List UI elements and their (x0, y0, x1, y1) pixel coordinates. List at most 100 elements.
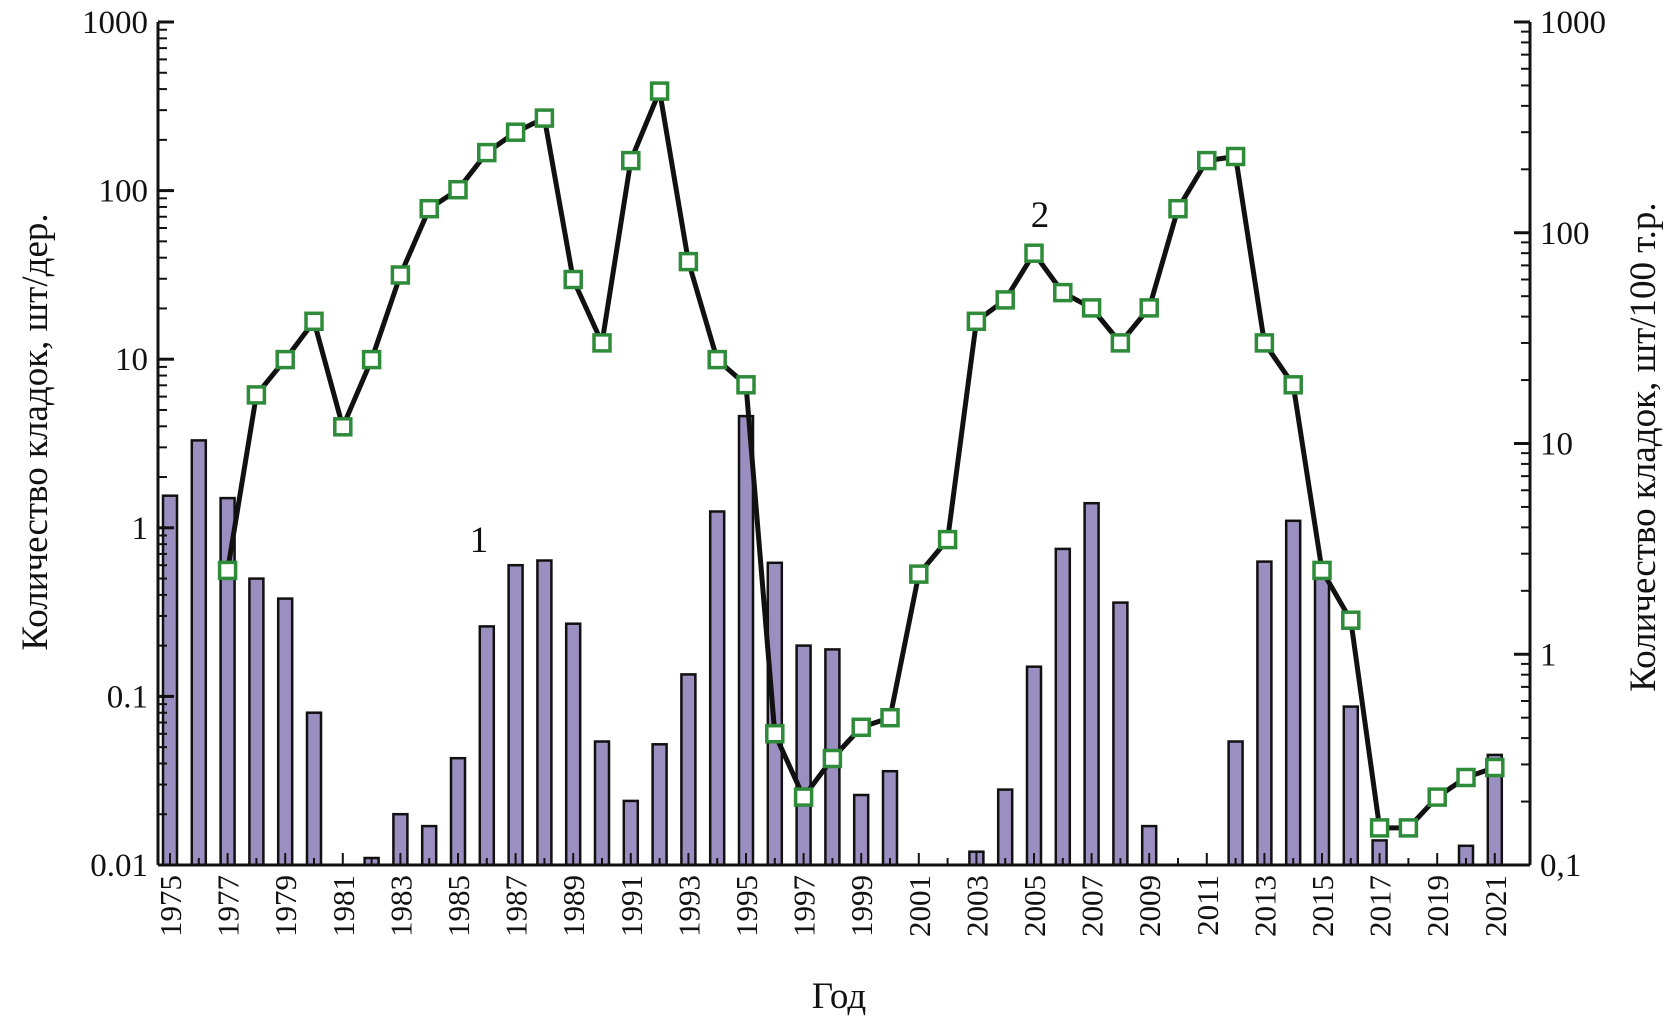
bar-1995 (737, 414, 755, 867)
marker-2018 (1398, 818, 1419, 838)
x-tick-label: 1981 (326, 875, 361, 937)
bar-1992 (651, 743, 668, 867)
marker-2005 (1024, 243, 1044, 263)
marker-1992 (649, 81, 670, 101)
bar-2015 (1313, 570, 1331, 867)
bar-1978 (248, 577, 265, 867)
bar-1975 (161, 494, 179, 867)
marker-2016 (1341, 610, 1361, 630)
marker-1977 (217, 560, 238, 581)
x-tick-label: 1987 (499, 875, 534, 937)
x-tick-label: 2019 (1420, 875, 1455, 937)
marker-1991 (621, 150, 641, 171)
right-tick-label: 0,1 (1540, 848, 1581, 884)
marker-1995 (736, 375, 756, 395)
bar-1990 (593, 740, 611, 867)
marker-1993 (678, 251, 699, 272)
marker-1999 (851, 717, 871, 738)
marker-1985 (448, 179, 468, 200)
marker-2002 (937, 529, 958, 550)
marker-2019 (1427, 787, 1447, 807)
bar-1985 (449, 756, 467, 867)
marker-2001 (909, 564, 929, 584)
bar-2007 (1083, 501, 1100, 867)
bar-1988 (536, 559, 553, 867)
x-tick-label: 1997 (787, 875, 822, 937)
bar-1997 (795, 644, 812, 867)
left-axis-ticks: 1000 100 10 1 0.1 0.01 (82, 5, 174, 884)
marker-2007 (1081, 298, 1102, 318)
marker-2014 (1283, 375, 1303, 395)
marker-1987 (505, 122, 526, 142)
x-tick-label: 1985 (441, 875, 476, 937)
marker-1980 (304, 311, 324, 332)
left-tick-label: 0.1 (107, 679, 148, 715)
marker-2011 (1197, 150, 1217, 171)
marker-2020 (1456, 767, 1476, 788)
x-tick-label: 2021 (1478, 875, 1513, 937)
series-2-line (225, 88, 1496, 831)
marker-1990 (592, 333, 612, 353)
x-tick-label: 1991 (614, 875, 649, 937)
left-tick-label: 100 (99, 174, 149, 210)
marker-1983 (390, 265, 411, 285)
left-tick-label: 1 (132, 511, 149, 547)
series-2-label: 2 (1031, 195, 1050, 236)
bar-1980 (305, 711, 323, 867)
marker-1984 (419, 198, 439, 219)
marker-1982 (361, 349, 382, 370)
bar-1989 (564, 622, 582, 867)
bar-1993 (680, 673, 697, 867)
series-1-label: 1 (470, 520, 489, 561)
marker-1986 (477, 142, 497, 163)
x-tick-label: 2017 (1363, 875, 1398, 937)
bar-1979 (276, 597, 294, 867)
x-axis-ticks: 1975 1977 1979 1981 1983 1985 1987 1989 1991 1993… (153, 853, 1513, 937)
bar-2014 (1284, 519, 1302, 867)
bar-1987 (507, 563, 524, 867)
right-tick-label: 1 (1540, 637, 1557, 673)
x-tick-label: 2015 (1305, 875, 1340, 937)
bar-2000 (881, 769, 899, 867)
marker-2010 (1168, 198, 1188, 219)
x-tick-label: 1999 (844, 875, 879, 937)
bar-2008 (1112, 601, 1129, 867)
x-tick-label: 1975 (153, 875, 188, 937)
marker-2017 (1369, 818, 1390, 838)
left-tick-label: 0.01 (90, 848, 148, 884)
marker-1979 (275, 349, 295, 370)
marker-2004 (995, 290, 1015, 310)
marker-2008 (1110, 333, 1131, 353)
bar-1976 (190, 439, 208, 867)
right-tick-label: 100 (1540, 216, 1590, 252)
y-right-axis-title: Количество кладок, шт/100 т.р. (1623, 202, 1664, 691)
left-tick-label: 1000 (82, 5, 148, 41)
marker-2006 (1053, 282, 1073, 303)
marker-1981 (333, 417, 353, 437)
marker-2012 (1225, 146, 1246, 167)
bars-series-1 (161, 414, 1504, 867)
x-tick-label: 1983 (383, 875, 418, 937)
x-tick-label: 2009 (1132, 875, 1167, 937)
marker-2003 (966, 311, 987, 332)
x-tick-label: 1995 (729, 875, 764, 937)
marker-1998 (822, 748, 843, 769)
x-tick-label: 2005 (1017, 875, 1052, 937)
marker-2015 (1312, 560, 1332, 581)
marker-1996 (765, 723, 785, 744)
marker-2009 (1139, 298, 1159, 318)
right-tick-label: 10 (1540, 427, 1573, 463)
right-axis-ticks: 1000 100 10 1 0,1 (1514, 5, 1606, 884)
marker-2013 (1254, 333, 1275, 353)
marker-1994 (707, 349, 727, 370)
x-tick-label: 1989 (556, 875, 591, 937)
y-left-axis-title: Количество кладок, шт/дер. (15, 213, 56, 650)
bar-2006 (1054, 547, 1072, 867)
line-series-2 (225, 88, 1496, 831)
line-series-2-markers (217, 81, 1505, 838)
bar-2013 (1256, 560, 1273, 867)
x-tick-label: 2003 (959, 875, 994, 937)
marker-2000 (880, 707, 900, 728)
x-tick-label: 1977 (211, 875, 246, 937)
